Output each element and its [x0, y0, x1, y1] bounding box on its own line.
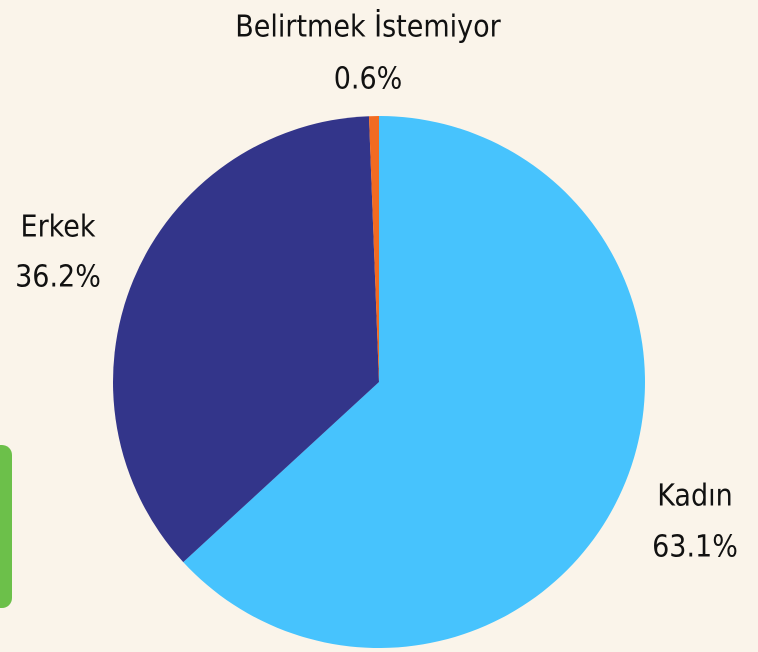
slice-label: Belirtmek İstemiyor — [235, 9, 501, 45]
side-panel — [0, 445, 12, 608]
pie-slice — [183, 116, 646, 648]
slice-value-label: 63.1% — [652, 530, 738, 565]
slice-value-label: 0.6% — [334, 62, 403, 97]
pie-slice — [112, 116, 379, 563]
slice-value-label: 36.2% — [15, 260, 101, 295]
pie-slice — [368, 116, 379, 382]
slice-label: Erkek — [21, 210, 96, 245]
slice-label: Kadın — [657, 479, 732, 514]
